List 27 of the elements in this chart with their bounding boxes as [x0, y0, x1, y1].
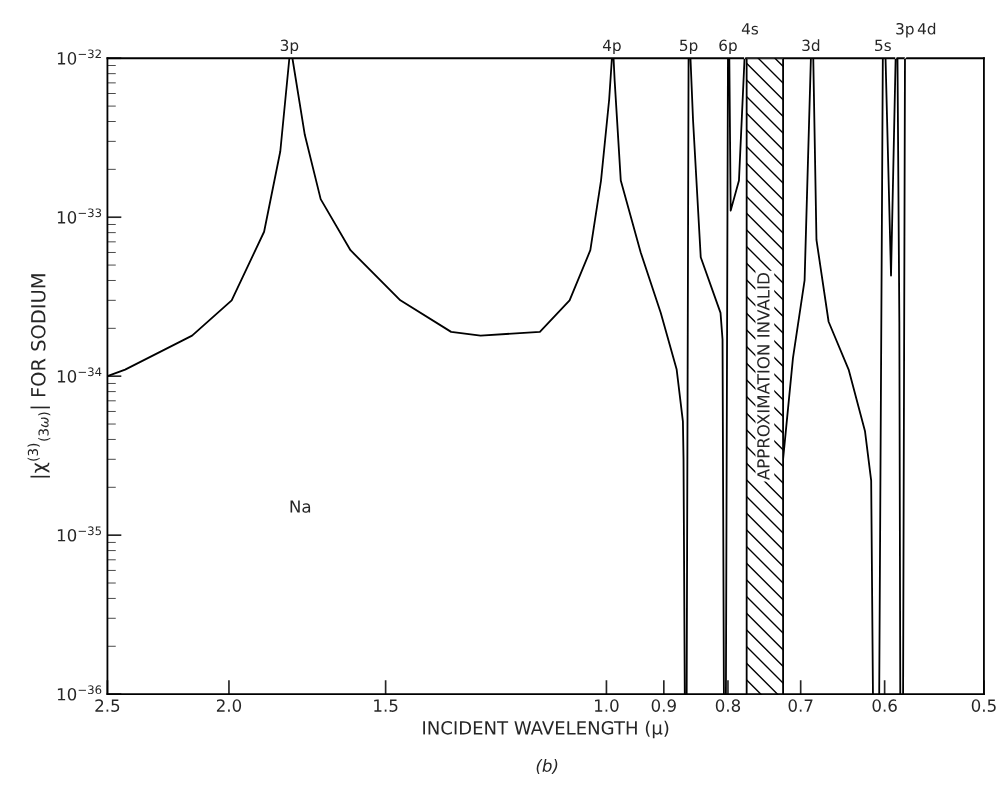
annotation: 5s — [875, 39, 891, 52]
band-label: APPROXIMATION INVALID — [757, 273, 770, 481]
annotation: 4p — [602, 39, 621, 55]
y-axis-title: |χ$^{(3)}$$_{(3ω)}$| FOR SODIUM — [27, 274, 51, 478]
x-tick-label: 2.5 — [95, 699, 120, 712]
annotation: 6p — [719, 39, 737, 55]
x-axis-title: INCIDENT WAVELENGTH (μ) — [423, 720, 669, 739]
x-tick-label: 2.0 — [216, 699, 242, 712]
annotation: 5p — [680, 39, 698, 55]
annotation: 3p — [280, 39, 299, 55]
x-tick-label: 0.6 — [872, 699, 897, 712]
y-tick-label: 10$^{−32}$ — [57, 49, 101, 65]
x-tick-label: 0.5 — [971, 699, 996, 712]
annotation: 4d — [917, 22, 936, 35]
x-tick-label: 0.9 — [651, 699, 676, 712]
x-tick-label: 0.7 — [788, 699, 813, 712]
annotation: 3d — [802, 39, 820, 52]
y-tick-label: 10$^{−33}$ — [57, 208, 102, 224]
annotation: 3p — [896, 23, 914, 38]
x-tick-label: 1.5 — [374, 699, 398, 712]
annotation: Na — [290, 500, 311, 513]
x-tick-label: 1.0 — [595, 699, 619, 712]
x-tick-label: 0.8 — [715, 699, 741, 712]
y-tick-label: 10$^{−35}$ — [57, 526, 102, 542]
annotation: 4s — [741, 23, 759, 35]
y-tick-label: 10$^{−34}$ — [57, 367, 102, 383]
text: (b) — [536, 759, 558, 774]
